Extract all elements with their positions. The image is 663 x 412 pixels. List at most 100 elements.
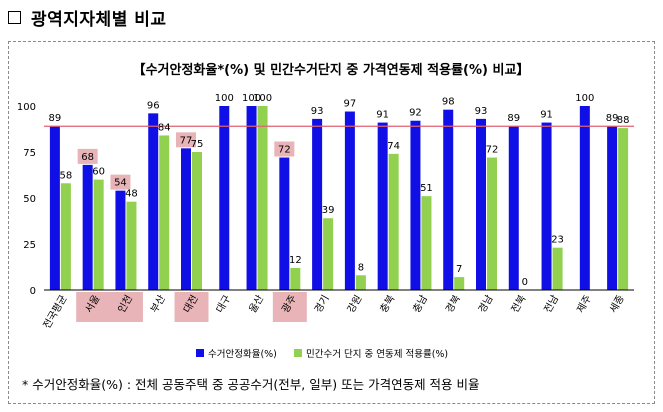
data-label-indexation-rate: 0: [522, 277, 528, 288]
category-highlight-box: [76, 292, 111, 322]
data-label-recovery-rate: 92: [409, 108, 422, 119]
category-label: 부산: [148, 293, 168, 315]
data-label-recovery-rate: 91: [376, 110, 389, 121]
legend-label-indexation-rate: 민간수거 단지 중 연동제 적용률(%): [306, 348, 448, 360]
bar-recovery-rate: [607, 126, 618, 291]
value-highlight-box: [274, 141, 295, 157]
data-label-recovery-rate: 89: [606, 113, 619, 124]
bar-recovery-rate: [476, 118, 486, 290]
data-label-recovery-rate: 100: [575, 93, 594, 104]
data-label-indexation-rate: 48: [125, 189, 138, 200]
bar-indexation-rate: [355, 275, 366, 290]
bar-recovery-rate: [410, 120, 421, 290]
legend-swatch-indexation-rate: [294, 349, 302, 357]
bar-indexation-rate: [454, 277, 465, 290]
category-label: 충북: [378, 293, 398, 315]
bar-recovery-rate: [508, 126, 519, 291]
bar-recovery-rate: [279, 157, 290, 290]
bar-indexation-rate: [257, 106, 268, 290]
bar-indexation-rate: [159, 135, 170, 290]
bar-indexation-rate: [388, 153, 399, 290]
bar-indexation-rate: [60, 183, 71, 290]
bar-indexation-rate: [93, 179, 104, 290]
data-label-indexation-rate: 74: [387, 141, 400, 152]
data-label-recovery-rate: 100: [215, 93, 234, 104]
y-tick-label: 75: [23, 148, 36, 159]
bar-recovery-rate: [579, 106, 590, 290]
chart-frame: [8, 41, 655, 404]
bar-recovery-rate: [115, 190, 126, 290]
data-label-recovery-rate: 98: [442, 97, 455, 108]
bar-recovery-rate: [377, 122, 388, 290]
category-label: 제주: [574, 293, 594, 315]
bar-indexation-rate: [618, 128, 629, 290]
bar-indexation-rate: [552, 247, 563, 290]
bar-recovery-rate: [443, 109, 454, 291]
value-highlight-box: [110, 174, 131, 190]
checkbox-square-icon: [8, 10, 21, 24]
category-label: 경기: [311, 293, 331, 315]
category-label: 대구: [214, 293, 234, 315]
data-label-indexation-rate: 8: [358, 262, 364, 273]
bar-recovery-rate: [344, 111, 355, 291]
data-label-recovery-rate: 77: [180, 135, 193, 146]
y-tick-label: 100: [17, 102, 36, 113]
data-label-recovery-rate: 72: [278, 145, 291, 156]
bar-recovery-rate: [541, 122, 552, 290]
data-label-indexation-rate: 51: [420, 183, 433, 194]
data-label-recovery-rate: 93: [475, 106, 488, 117]
bar-recovery-rate: [312, 118, 323, 290]
y-tick-label: 25: [23, 240, 36, 251]
bar-indexation-rate: [126, 201, 137, 290]
category-label: 세종: [607, 293, 627, 315]
bar-recovery-rate: [148, 113, 159, 290]
category-highlight-box: [272, 292, 307, 322]
category-label: 충남: [411, 293, 431, 315]
data-label-indexation-rate: 75: [191, 139, 204, 150]
bar-indexation-rate: [290, 267, 301, 290]
data-label-recovery-rate: 100: [242, 93, 261, 104]
value-highlight-box: [77, 148, 98, 164]
data-label-indexation-rate: 58: [60, 170, 73, 181]
y-tick-label: 50: [23, 194, 36, 205]
category-label: 경남: [475, 293, 495, 315]
data-label-indexation-rate: 23: [551, 235, 564, 246]
data-label-recovery-rate: 68: [81, 152, 94, 163]
footnote: * 수거안정화율(%) : 전체 공동주택 중 공공수거(전부, 일부) 또는 …: [22, 377, 480, 392]
bar-indexation-rate: [421, 196, 432, 290]
data-label-indexation-rate: 60: [92, 167, 105, 178]
chart-title: 【수거안정화율*(%) 및 민간수거단지 중 가격연동제 적용률(%) 비교】: [133, 62, 530, 78]
category-label: 전남: [542, 293, 562, 315]
y-tick-label: 0: [30, 286, 36, 297]
bar-recovery-rate: [49, 126, 60, 291]
section-heading: 광역지자체별 비교: [8, 4, 167, 30]
category-label: 경북: [442, 293, 462, 315]
bar-indexation-rate: [192, 152, 202, 290]
legend-swatch-recovery-rate: [196, 349, 204, 357]
bar-recovery-rate: [82, 164, 93, 290]
data-label-recovery-rate: 54: [114, 178, 127, 189]
category-label: 강원: [345, 293, 365, 315]
data-label-recovery-rate: 93: [311, 106, 324, 117]
category-label: 전국평균: [41, 293, 70, 331]
data-label-recovery-rate: 96: [147, 100, 160, 111]
data-label-indexation-rate: 84: [158, 122, 171, 133]
data-label-recovery-rate: 89: [507, 113, 520, 124]
data-label-indexation-rate: 100: [253, 93, 272, 104]
data-label-indexation-rate: 88: [617, 115, 630, 126]
bar-recovery-rate: [246, 106, 257, 290]
section-title: 광역지자체별 비교: [31, 9, 167, 30]
data-label-indexation-rate: 72: [486, 145, 499, 156]
bar-recovery-rate: [181, 148, 191, 290]
data-label-indexation-rate: 39: [322, 205, 335, 216]
bar-recovery-rate: [219, 106, 230, 290]
data-label-recovery-rate: 91: [540, 110, 553, 121]
data-label-recovery-rate: 97: [344, 99, 357, 110]
bar-indexation-rate: [487, 157, 497, 290]
data-label-indexation-rate: 7: [456, 264, 462, 275]
category-highlight-box: [108, 292, 143, 322]
category-label: 울산: [247, 293, 267, 315]
data-label-indexation-rate: 12: [289, 255, 302, 266]
value-highlight-box: [176, 132, 196, 148]
